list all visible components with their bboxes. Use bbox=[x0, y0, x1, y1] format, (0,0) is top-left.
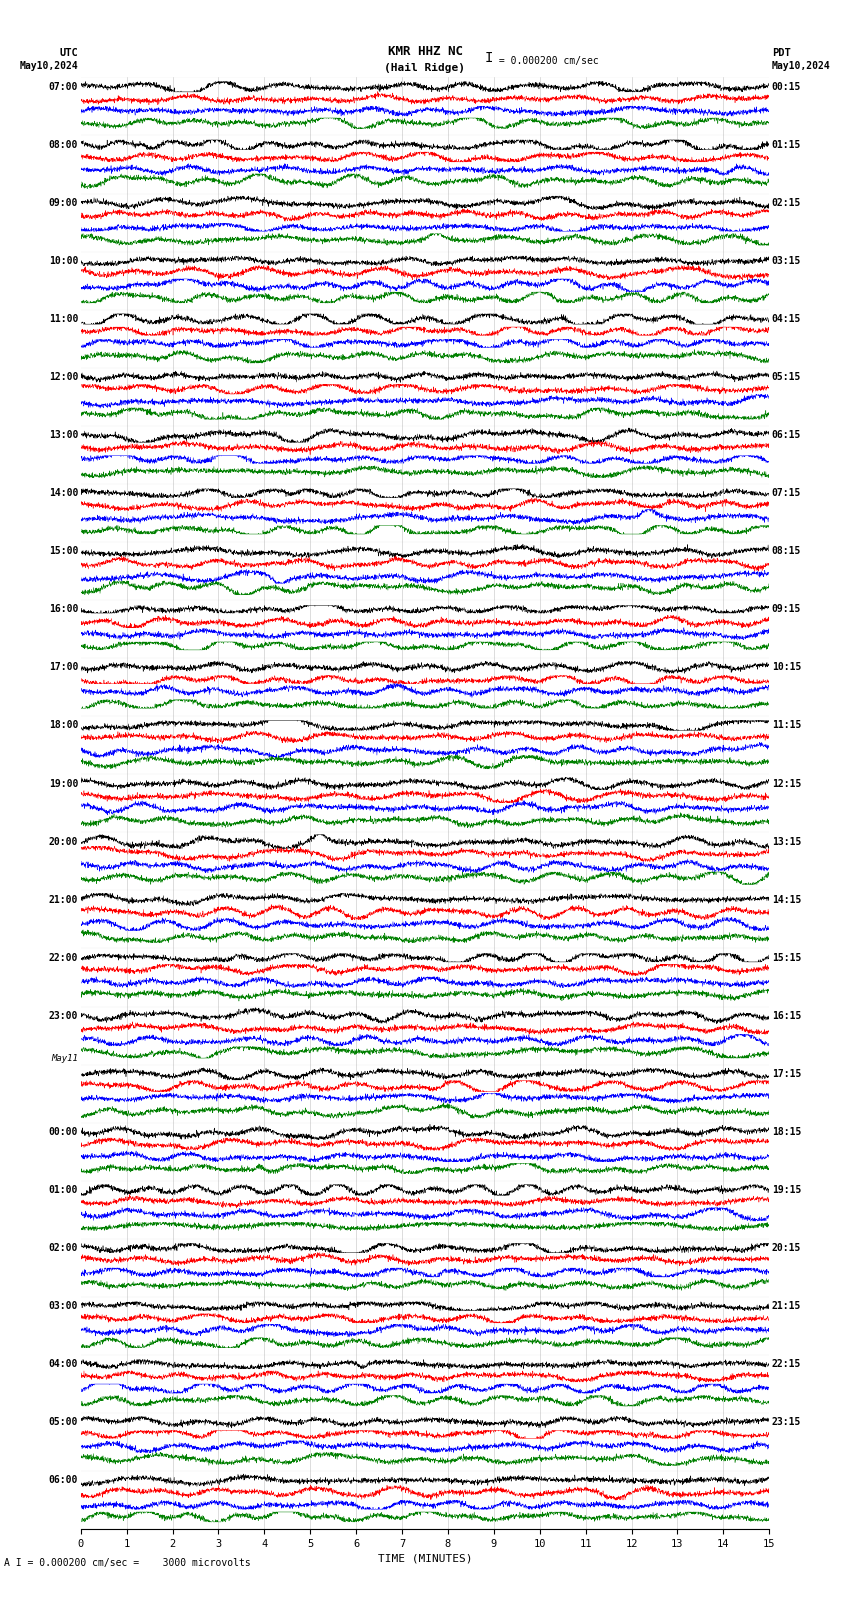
Text: 18:15: 18:15 bbox=[772, 1127, 802, 1137]
Text: 22:00: 22:00 bbox=[48, 953, 78, 963]
Text: PDT: PDT bbox=[772, 48, 791, 58]
Text: 14:15: 14:15 bbox=[772, 895, 802, 905]
Text: 12:15: 12:15 bbox=[772, 779, 802, 789]
Text: 22:15: 22:15 bbox=[772, 1360, 802, 1369]
Text: 04:00: 04:00 bbox=[48, 1360, 78, 1369]
Text: 11:15: 11:15 bbox=[772, 721, 802, 731]
Text: 14:00: 14:00 bbox=[48, 489, 78, 498]
Text: May11: May11 bbox=[51, 1055, 78, 1063]
Text: I: I bbox=[484, 50, 493, 65]
Text: 20:00: 20:00 bbox=[48, 837, 78, 847]
Text: 23:15: 23:15 bbox=[772, 1418, 802, 1428]
Text: 08:15: 08:15 bbox=[772, 547, 802, 556]
Text: 04:15: 04:15 bbox=[772, 315, 802, 324]
Text: 08:00: 08:00 bbox=[48, 140, 78, 150]
Text: KMR HHZ NC: KMR HHZ NC bbox=[388, 45, 462, 58]
Text: 13:15: 13:15 bbox=[772, 837, 802, 847]
Text: 00:15: 00:15 bbox=[772, 82, 802, 92]
Text: 12:00: 12:00 bbox=[48, 373, 78, 382]
Text: 00:00: 00:00 bbox=[48, 1127, 78, 1137]
Text: 05:15: 05:15 bbox=[772, 373, 802, 382]
Text: 03:15: 03:15 bbox=[772, 256, 802, 266]
Text: 07:15: 07:15 bbox=[772, 489, 802, 498]
Text: 21:00: 21:00 bbox=[48, 895, 78, 905]
Text: 16:00: 16:00 bbox=[48, 605, 78, 615]
Text: 09:00: 09:00 bbox=[48, 198, 78, 208]
Text: 05:00: 05:00 bbox=[48, 1418, 78, 1428]
Text: = 0.000200 cm/sec: = 0.000200 cm/sec bbox=[493, 56, 598, 66]
Text: (Hail Ridge): (Hail Ridge) bbox=[384, 63, 466, 73]
Text: 19:00: 19:00 bbox=[48, 779, 78, 789]
X-axis label: TIME (MINUTES): TIME (MINUTES) bbox=[377, 1553, 473, 1563]
Text: 15:00: 15:00 bbox=[48, 547, 78, 556]
Text: 09:15: 09:15 bbox=[772, 605, 802, 615]
Text: 03:00: 03:00 bbox=[48, 1302, 78, 1311]
Text: 17:00: 17:00 bbox=[48, 663, 78, 673]
Text: 23:00: 23:00 bbox=[48, 1011, 78, 1021]
Text: May10,2024: May10,2024 bbox=[772, 61, 830, 71]
Text: 18:00: 18:00 bbox=[48, 721, 78, 731]
Text: 13:00: 13:00 bbox=[48, 431, 78, 440]
Text: 02:00: 02:00 bbox=[48, 1244, 78, 1253]
Text: 01:15: 01:15 bbox=[772, 140, 802, 150]
Text: 06:00: 06:00 bbox=[48, 1476, 78, 1486]
Text: 15:15: 15:15 bbox=[772, 953, 802, 963]
Text: UTC: UTC bbox=[60, 48, 78, 58]
Text: 06:15: 06:15 bbox=[772, 431, 802, 440]
Text: 17:15: 17:15 bbox=[772, 1069, 802, 1079]
Text: 10:15: 10:15 bbox=[772, 663, 802, 673]
Text: 01:00: 01:00 bbox=[48, 1186, 78, 1195]
Text: 19:15: 19:15 bbox=[772, 1186, 802, 1195]
Text: 07:00: 07:00 bbox=[48, 82, 78, 92]
Text: A I = 0.000200 cm/sec =    3000 microvolts: A I = 0.000200 cm/sec = 3000 microvolts bbox=[4, 1558, 251, 1568]
Text: 20:15: 20:15 bbox=[772, 1244, 802, 1253]
Text: 11:00: 11:00 bbox=[48, 315, 78, 324]
Text: May10,2024: May10,2024 bbox=[20, 61, 78, 71]
Text: 10:00: 10:00 bbox=[48, 256, 78, 266]
Text: 16:15: 16:15 bbox=[772, 1011, 802, 1021]
Text: 02:15: 02:15 bbox=[772, 198, 802, 208]
Text: 21:15: 21:15 bbox=[772, 1302, 802, 1311]
